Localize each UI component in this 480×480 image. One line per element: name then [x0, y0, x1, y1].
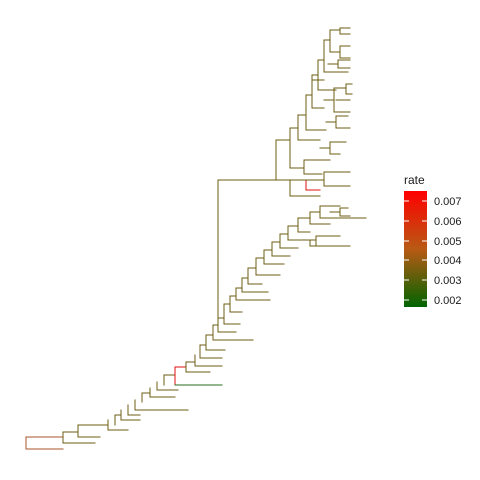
legend-label-0006: 0.006 — [434, 216, 462, 228]
legend-ticks — [404, 200, 427, 301]
tree-edges — [25, 27, 367, 450]
legend-label-0007: 0.007 — [434, 196, 462, 208]
legend-label-0004: 0.004 — [434, 255, 462, 267]
legend-label-0005: 0.005 — [434, 236, 462, 248]
legend-label-0003: 0.003 — [434, 275, 462, 287]
legend-labels: 0.007 0.006 0.005 0.004 0.003 0.002 — [434, 196, 462, 307]
rate-legend: rate 0.007 0.006 0.005 0.004 0.003 0.002 — [404, 173, 462, 307]
legend-colorbar — [404, 191, 427, 307]
legend-label-0002: 0.002 — [434, 295, 462, 307]
legend-title: rate — [404, 173, 425, 187]
